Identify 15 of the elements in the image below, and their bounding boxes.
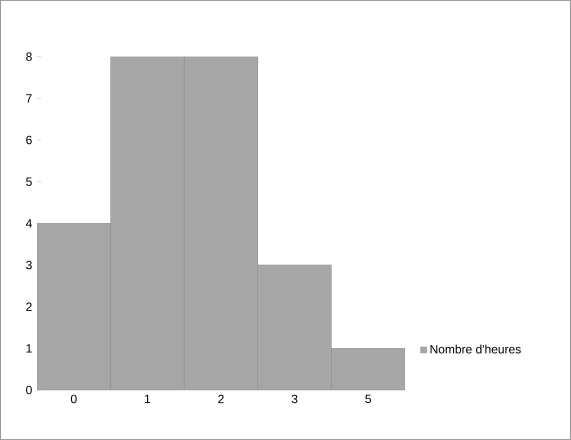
x-tick-label: 1: [144, 394, 150, 403]
y-tick-label: 6: [26, 136, 32, 144]
x-tick-label: 5: [365, 394, 372, 404]
y-tick-label: 1: [26, 344, 32, 352]
y-tick-label: 3: [26, 260, 32, 270]
y-tick-label: 5: [26, 177, 32, 186]
y-tick-label: 0: [26, 386, 32, 394]
x-tick-label: 3: [292, 394, 298, 404]
y-tick-label: 4: [26, 219, 32, 228]
y-tick-label: 8: [26, 52, 32, 61]
x-tick-label: 2: [218, 394, 224, 404]
legend-label: Nombre d'heures: [430, 344, 521, 354]
y-tick-label: 7: [26, 94, 32, 102]
y-tick-label: 2: [26, 302, 32, 311]
x-tick-label: 0: [70, 394, 77, 404]
